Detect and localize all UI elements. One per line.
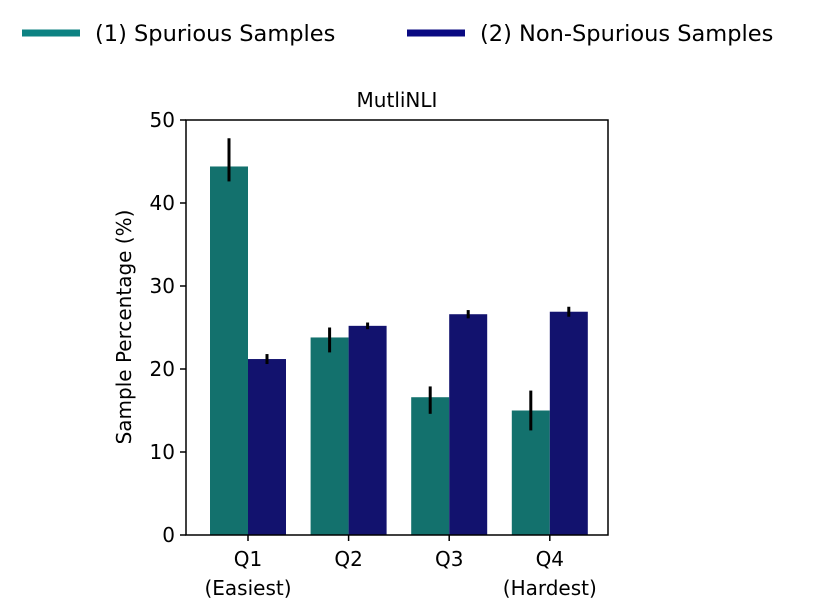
y-axis-label: Sample Percentage (%)	[112, 210, 136, 445]
x-tick-sublabel-1: (Easiest)	[204, 576, 291, 600]
bar-spurious-2	[310, 337, 349, 535]
x-tick-label-3: Q3	[435, 547, 463, 571]
y-tick-label-10: 10	[150, 440, 175, 464]
legend-label-non-spurious: (2) Non-Spurious Samples	[480, 21, 773, 47]
legend-item-non-spurious: (2) Non-Spurious Samples	[407, 21, 773, 47]
bars-group	[210, 166, 588, 536]
error-bars-group	[227, 138, 571, 431]
y-tick-label-20: 20	[150, 357, 175, 381]
y-tick-label-0: 0	[162, 523, 175, 547]
bar-spurious-4	[511, 410, 550, 535]
y-tick-label-30: 30	[150, 274, 175, 298]
y-ticks-group: 0 10 20 30 40 50	[150, 108, 186, 547]
x-ticks-group: Q1 (Easiest) Q2 Q3 Q4 (Hardest)	[204, 535, 597, 600]
bar-spurious-1	[210, 166, 248, 536]
x-tick-sublabel-4: (Hardest)	[503, 576, 597, 600]
bar-non-spurious-2	[348, 325, 387, 535]
legend: (1) Spurious Samples (2) Non-Spurious Sa…	[22, 21, 773, 47]
y-tick-label-50: 50	[150, 108, 175, 132]
bar-spurious-3	[411, 397, 450, 535]
legend-label-spurious: (1) Spurious Samples	[95, 21, 335, 47]
x-tick-label-4: Q4	[536, 547, 564, 571]
bar-non-spurious-1	[248, 359, 286, 535]
x-tick-label-1: Q1	[234, 547, 262, 571]
y-tick-label-40: 40	[150, 191, 175, 215]
bar-non-spurious-3	[449, 314, 488, 535]
chart-title: MutliNLI	[357, 88, 438, 112]
x-tick-label-2: Q2	[334, 547, 362, 571]
bar-non-spurious-4	[549, 311, 588, 535]
plot-frame	[185, 119, 609, 536]
legend-item-spurious: (1) Spurious Samples	[22, 21, 335, 47]
